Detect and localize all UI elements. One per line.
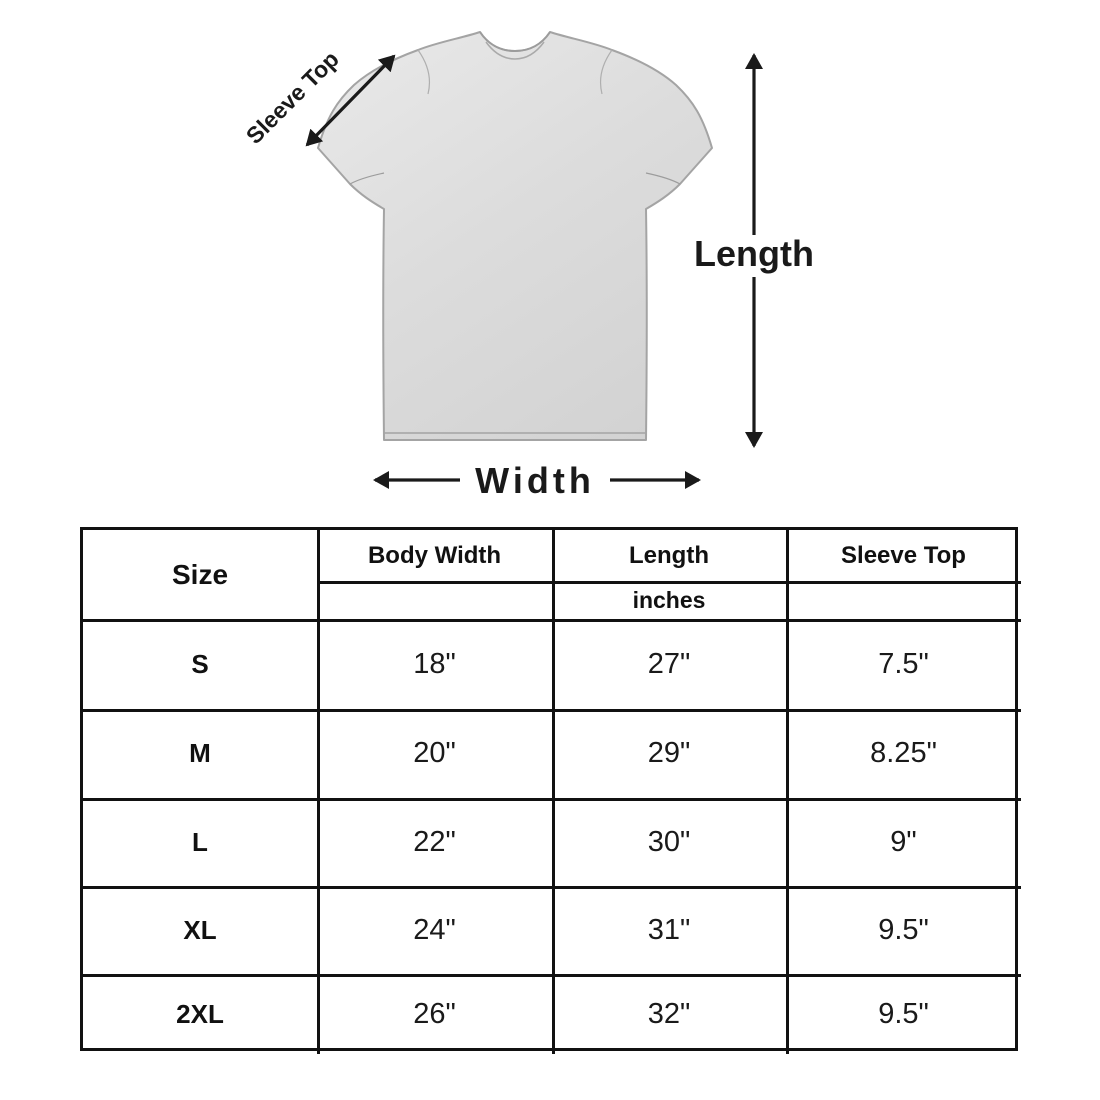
svg-text:Width: Width [475, 460, 595, 501]
svg-text:Length: Length [694, 233, 814, 274]
